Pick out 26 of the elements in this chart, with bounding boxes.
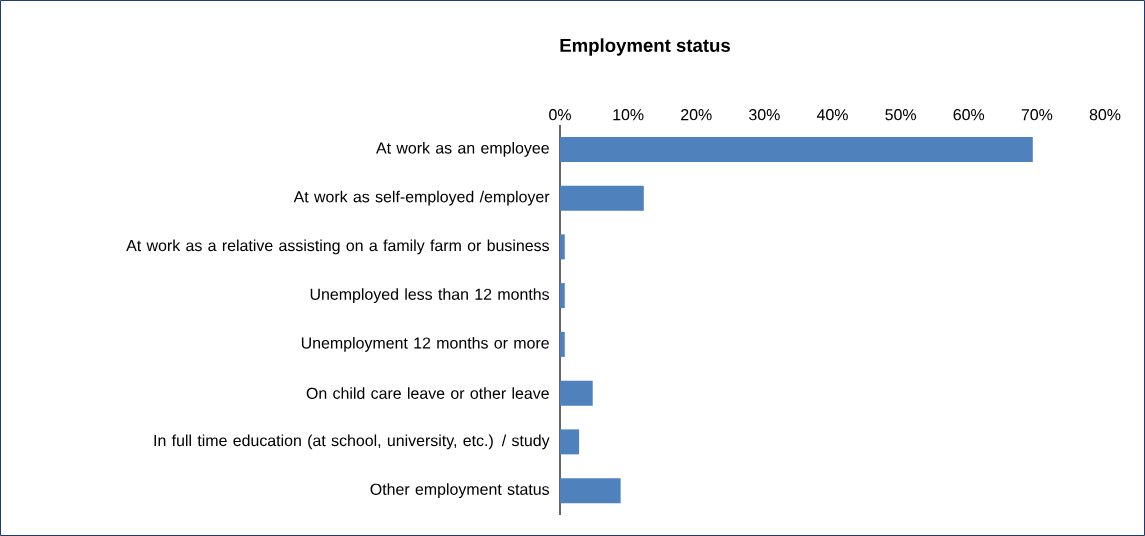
- bar: [560, 331, 565, 357]
- y-tick-label: At work as an employee: [376, 141, 549, 157]
- x-tick-label: 30%: [749, 109, 780, 121]
- x-tick-label: 50%: [885, 109, 917, 121]
- bar: [560, 136, 1033, 162]
- y-tick-label: In full time education (at school, university, etc.) / study: [154, 434, 550, 450]
- bar: [560, 283, 565, 309]
- bar: [560, 185, 644, 211]
- x-tick-label: 70%: [1021, 109, 1053, 121]
- chart-title: Employment status: [560, 38, 730, 56]
- x-tick-label: 10%: [613, 109, 644, 121]
- x-tick-label: 20%: [681, 109, 712, 121]
- bar: [560, 429, 580, 455]
- x-tick-label: 80%: [1089, 109, 1121, 121]
- y-tick-label: On child care leave or other leave: [306, 387, 549, 399]
- y-tick-label: At work as self-employed /employer: [293, 190, 550, 206]
- y-tick-label: Unemployment 12 months or more: [301, 336, 549, 352]
- x-tick-label: 60%: [953, 109, 985, 121]
- bar: [560, 234, 565, 260]
- x-tick-label: 0%: [549, 109, 571, 121]
- bar: [560, 380, 593, 406]
- y-tick-label: Unemployed less than 12 months: [310, 288, 550, 304]
- x-tick-label: 40%: [816, 109, 848, 121]
- y-tick-label: At work as a relative assisting on a family farm or business: [126, 239, 550, 255]
- y-tick-label: Other employment status: [370, 483, 550, 499]
- bar: [560, 478, 621, 504]
